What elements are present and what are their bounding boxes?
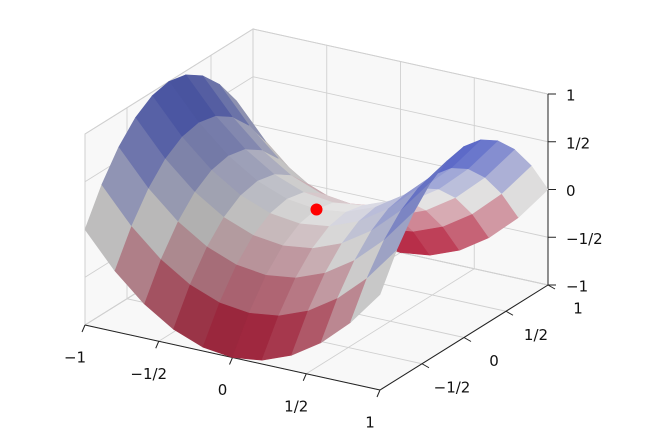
z-tick-label: 1: [566, 87, 576, 105]
surface-patch: [367, 212, 414, 278]
tick-mark: [547, 284, 556, 290]
surface-patch: [101, 146, 149, 227]
z-tick-label: 0: [566, 182, 576, 200]
tick-mark: [81, 324, 86, 333]
x-tick-label: −1/2: [130, 365, 167, 383]
y-tick-label: 0: [489, 352, 499, 370]
axis-line: [379, 284, 549, 391]
y-tick-label: 1: [573, 300, 583, 318]
x-tick-label: 1: [365, 414, 375, 432]
tick-mark: [505, 310, 514, 316]
tick-mark: [155, 341, 160, 349]
x-tick-label: −1: [64, 349, 86, 367]
tick-mark: [376, 389, 381, 398]
grid-line: [252, 76, 549, 143]
z-tick-label: −1: [566, 278, 588, 296]
y-tick-label: −1/2: [434, 378, 471, 396]
z-tick-label: −1/2: [566, 230, 603, 248]
tick-mark: [229, 357, 233, 365]
z-tick-label: 1/2: [566, 134, 590, 152]
grid-line: [252, 28, 549, 95]
x-tick-label: 0: [218, 381, 228, 399]
x-tick-label: 1/2: [284, 397, 308, 415]
y-tick-label: 1/2: [524, 326, 548, 344]
point: [310, 203, 323, 216]
tick-mark: [463, 337, 472, 342]
tick-mark: [302, 373, 307, 381]
tick-mark: [421, 363, 430, 369]
